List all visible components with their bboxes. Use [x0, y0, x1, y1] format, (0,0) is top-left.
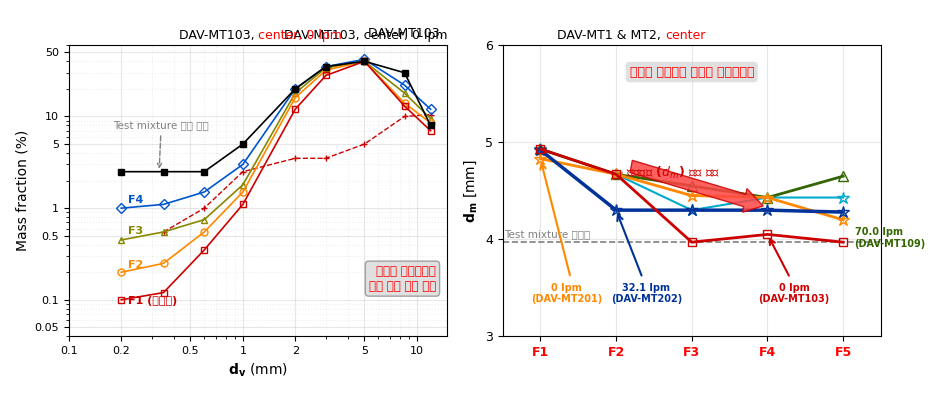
Text: center, 0 lpm: center, 0 lpm: [258, 29, 342, 42]
Text: F4: F4: [128, 195, 143, 204]
Text: Test mixture 초기 분포: Test mixture 초기 분포: [113, 121, 209, 167]
Text: F2: F2: [128, 260, 143, 270]
X-axis label: $\mathbf{d_v}$ (mm): $\mathbf{d_v}$ (mm): [228, 362, 288, 379]
Text: Test mixture 초기값: Test mixture 초기값: [504, 229, 590, 239]
Text: center: center: [666, 29, 706, 42]
Text: 0 lpm
(DAV-MT103): 0 lpm (DAV-MT103): [758, 283, 830, 304]
Text: DAV-MT103,: DAV-MT103,: [178, 29, 258, 42]
Text: F3: F3: [128, 226, 143, 236]
Text: DAV-MT103, center, 0 lpm: DAV-MT103, center, 0 lpm: [284, 29, 447, 42]
Y-axis label: Mass fraction (%): Mass fraction (%): [15, 130, 29, 251]
Text: 70.0 lpm
(DAV-MT109): 70.0 lpm (DAV-MT109): [854, 227, 926, 249]
Text: 0 lpm
(DAV-MT201): 0 lpm (DAV-MT201): [531, 283, 602, 304]
Text: DAV-MT1 & MT2,: DAV-MT1 & MT2,: [557, 29, 666, 42]
Text: DAV-MT103,: DAV-MT103,: [368, 27, 447, 40]
Text: 다양한 유량에서 상부에 가까울수록: 다양한 유량에서 상부에 가까울수록: [630, 65, 754, 78]
Text: 상층에 가까울수록
작은 입자 비율 증가: 상층에 가까울수록 작은 입자 비율 증가: [369, 265, 436, 293]
Y-axis label: $\mathbf{d_m}$ [mm]: $\mathbf{d_m}$ [mm]: [463, 159, 480, 223]
FancyArrow shape: [630, 160, 763, 212]
Text: 32.1 lpm
(DAV-MT202): 32.1 lpm (DAV-MT202): [611, 283, 682, 304]
Text: F1 (최하층): F1 (최하층): [128, 296, 177, 306]
Text: 대표크기 ($d_m$) 감소 추세: 대표크기 ($d_m$) 감소 추세: [626, 165, 719, 181]
